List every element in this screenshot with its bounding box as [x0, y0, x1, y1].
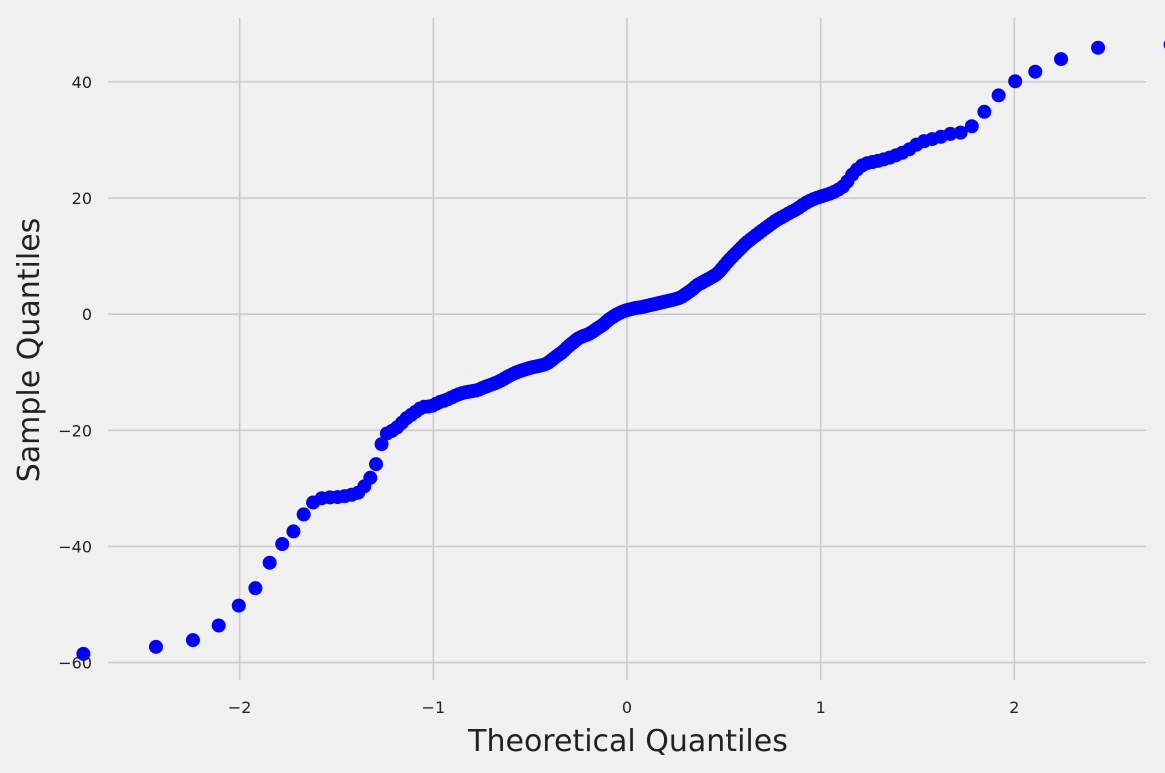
- y-tick-labels: −60 −40 −20 0 20 40: [58, 73, 92, 673]
- data-point: [363, 470, 378, 485]
- y-axis-title: Sample Quantiles: [12, 218, 47, 483]
- data-point: [1091, 40, 1106, 55]
- data-point: [286, 524, 301, 539]
- x-tick-label: 1: [816, 698, 826, 717]
- data-points: [76, 40, 1165, 661]
- data-point: [296, 507, 311, 522]
- y-tick-label: 0: [82, 305, 92, 324]
- data-point: [211, 618, 226, 633]
- data-point: [964, 119, 979, 134]
- x-tick-labels: −2 −1 0 1 2: [228, 698, 1020, 717]
- data-point: [977, 104, 992, 119]
- y-tick-label: 40: [72, 73, 92, 92]
- y-tick-label: −40: [58, 537, 92, 556]
- data-point: [943, 126, 958, 141]
- data-point: [374, 437, 389, 452]
- x-axis-title: Theoretical Quantiles: [467, 724, 788, 759]
- data-point: [991, 88, 1006, 103]
- data-point: [953, 125, 968, 140]
- x-tick-label: 0: [622, 698, 632, 717]
- y-tick-label: −20: [58, 421, 92, 440]
- data-point: [262, 555, 277, 570]
- x-tick-label: 2: [1009, 698, 1019, 717]
- grid: [108, 18, 1146, 680]
- data-point: [76, 646, 91, 661]
- data-point: [369, 457, 384, 472]
- x-tick-label: −2: [228, 698, 252, 717]
- data-point: [275, 536, 290, 551]
- data-point: [148, 639, 163, 654]
- y-tick-label: −60: [58, 654, 92, 673]
- data-point: [248, 581, 263, 596]
- data-point: [1054, 52, 1069, 67]
- data-point: [185, 633, 200, 648]
- data-point: [231, 598, 246, 613]
- data-point: [1008, 74, 1023, 89]
- y-tick-label: 20: [72, 189, 92, 208]
- x-tick-label: −1: [422, 698, 446, 717]
- data-point: [1028, 64, 1043, 79]
